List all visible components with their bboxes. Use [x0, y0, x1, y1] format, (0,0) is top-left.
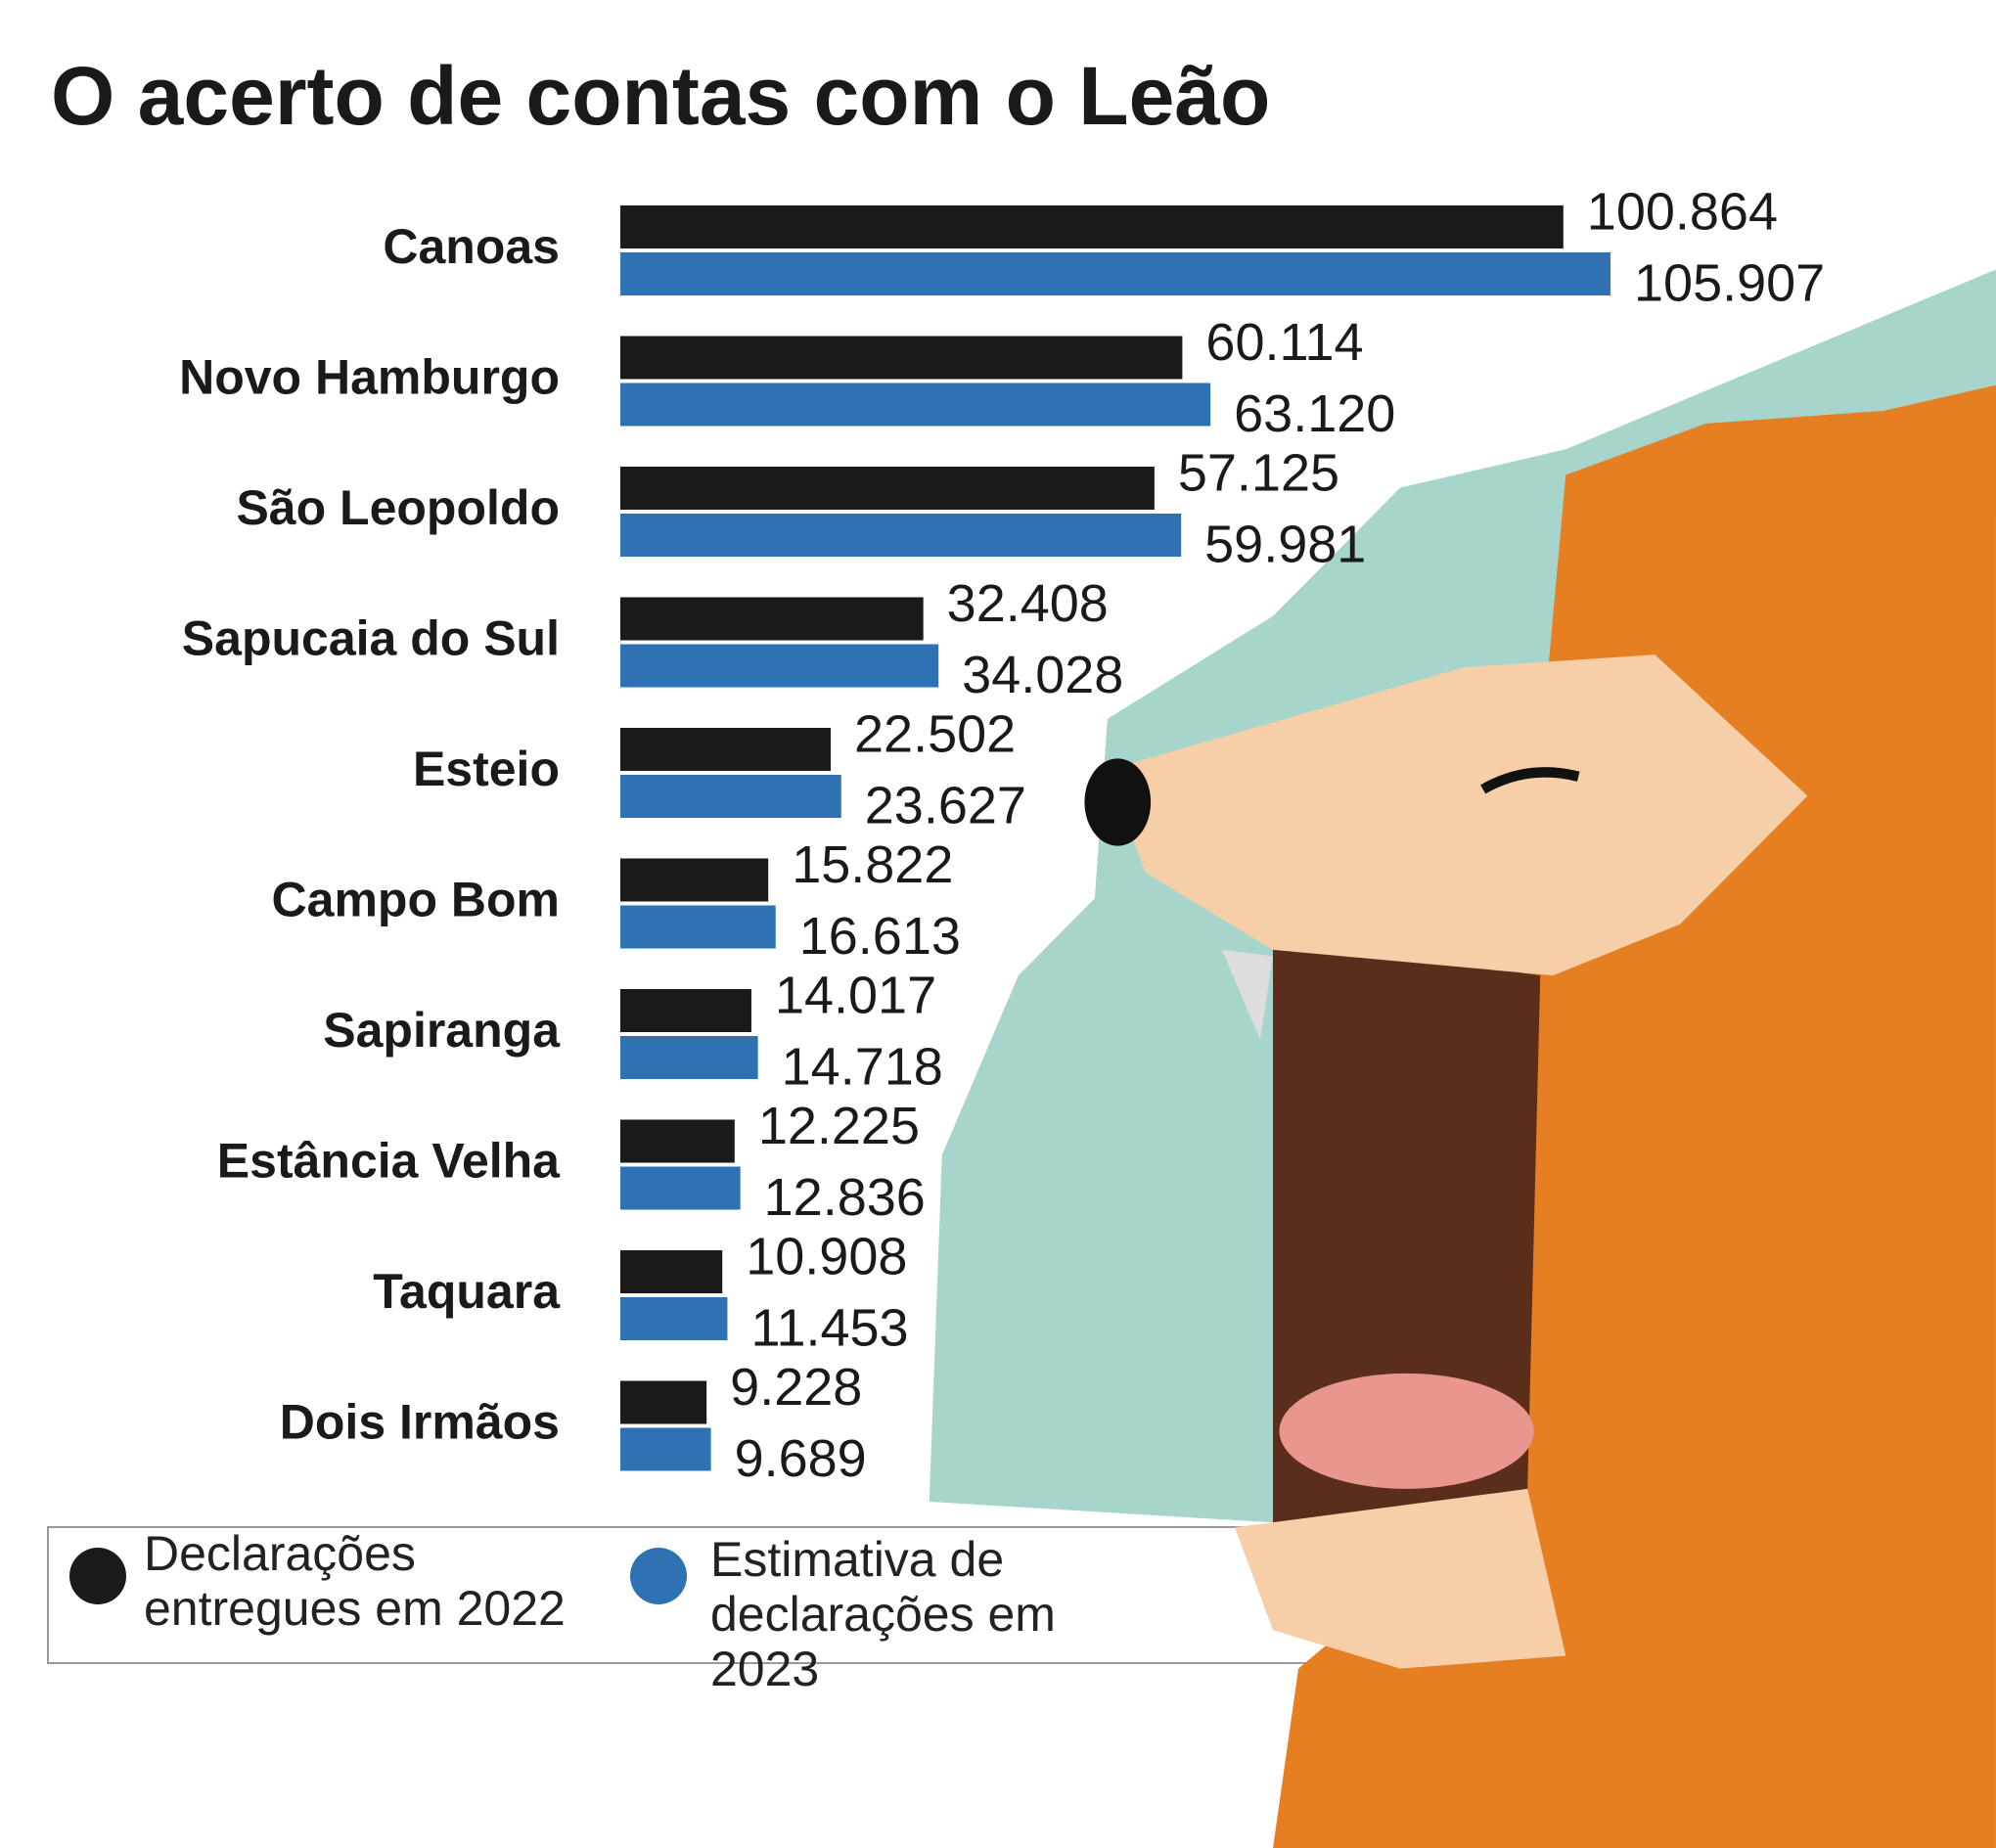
value-label: 10.908 [746, 1227, 907, 1285]
jaw [1234, 1488, 1566, 1669]
eye [1480, 767, 1580, 794]
category-label: Sapucaia do Sul [182, 611, 560, 666]
bar [620, 1119, 735, 1163]
value-label: 60.114 [1205, 313, 1363, 372]
category-label: Taquara [373, 1264, 561, 1319]
value-label: 59.981 [1204, 515, 1366, 573]
legend-box [47, 1526, 1350, 1664]
value-label: 14.718 [782, 1037, 943, 1096]
bar [620, 989, 751, 1032]
bar [620, 1166, 741, 1210]
bar [620, 1380, 707, 1424]
value-label: 63.120 [1234, 384, 1395, 443]
bar [620, 597, 924, 641]
value-label: 23.627 [865, 776, 1026, 834]
value-label: 11.453 [750, 1298, 908, 1357]
bar [620, 1036, 758, 1079]
category-label: Campo Bom [272, 873, 560, 927]
bar [620, 858, 769, 902]
legend-swatch [630, 1548, 687, 1604]
bar [620, 1427, 711, 1471]
value-label: 32.408 [947, 574, 1109, 633]
category-label: Novo Hamburgo [179, 350, 560, 405]
value-label: 57.125 [1178, 443, 1339, 502]
bar [620, 775, 841, 818]
bar [620, 205, 1564, 248]
bar [620, 1250, 723, 1293]
snout [1107, 654, 1808, 976]
value-label: 9.228 [730, 1358, 862, 1417]
value-label: 12.836 [764, 1168, 926, 1227]
legend-label: Estimativa de declarações em 2023 [710, 1532, 1056, 1696]
value-label: 14.017 [775, 966, 936, 1024]
chart-title: O acerto de contas com o Leão [51, 50, 1270, 142]
value-label: 34.028 [962, 646, 1123, 704]
bar [620, 336, 1183, 380]
value-label: 105.907 [1634, 253, 1825, 312]
value-label: 16.613 [799, 907, 961, 966]
bar [620, 905, 776, 949]
value-label: 15.822 [792, 835, 953, 894]
legend-swatch [69, 1548, 126, 1604]
mouth [1273, 936, 1541, 1528]
category-label: Dois Irmãos [280, 1395, 560, 1450]
category-label: São Leopoldo [236, 480, 560, 535]
bar [620, 1297, 728, 1340]
bar [620, 514, 1182, 557]
bar [620, 467, 1155, 510]
value-label: 22.502 [854, 704, 1016, 763]
category-label: Canoas [383, 219, 560, 274]
value-label: 9.689 [735, 1429, 867, 1488]
tongue [1279, 1373, 1534, 1489]
fang [1221, 949, 1273, 1040]
value-label: 100.864 [1587, 182, 1778, 241]
bar [620, 644, 939, 688]
mane [1273, 384, 1996, 1848]
value-label: 12.225 [758, 1097, 920, 1155]
category-label: Estância Velha [217, 1134, 561, 1189]
category-label: Sapiranga [323, 1003, 561, 1058]
nose [1084, 758, 1152, 846]
category-label: Esteio [413, 742, 560, 796]
legend-label: Declarações entregues em 2022 [144, 1526, 566, 1636]
bar [620, 383, 1211, 427]
lion [1084, 384, 1996, 1848]
bar [620, 728, 832, 771]
bar [620, 252, 1610, 295]
